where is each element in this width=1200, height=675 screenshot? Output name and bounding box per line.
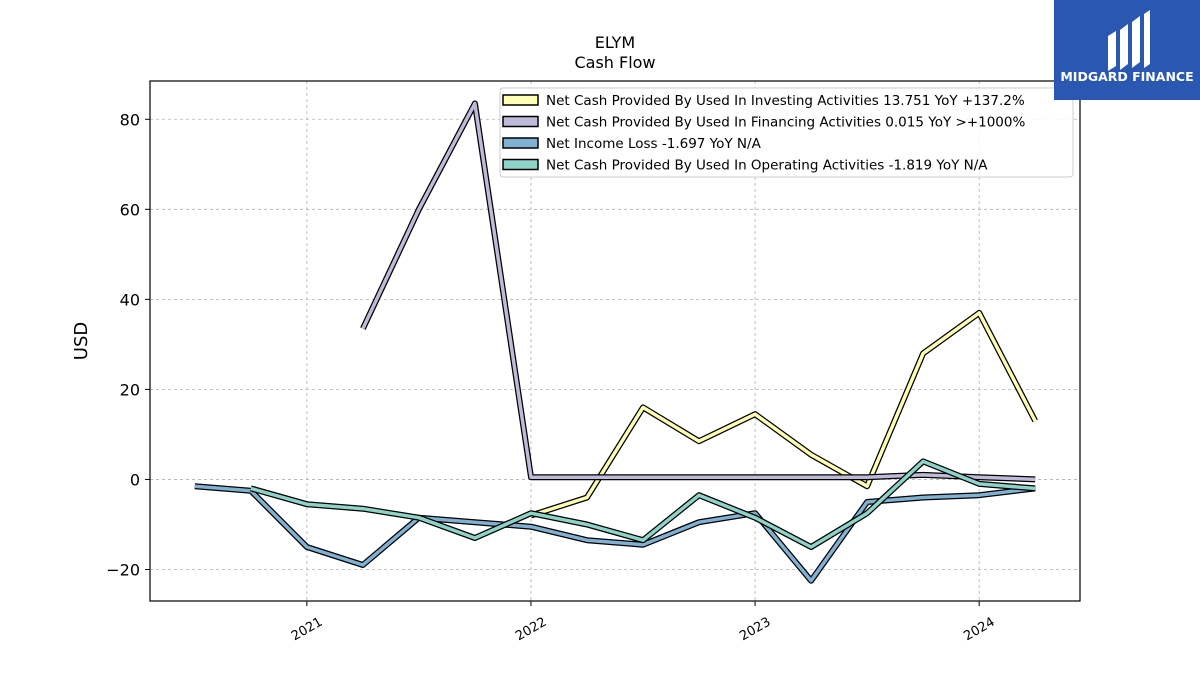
x-tick-label: 2022 [513,615,549,645]
series-line-outline [530,309,1038,519]
chart-subtitle: Cash Flow [574,53,655,72]
chart-title: ELYM [595,33,635,52]
y-axis-label: USD [71,322,92,360]
logo-wordmark: MIDGARD FINANCE [1060,69,1193,84]
y-tick-label: −20 [106,560,140,579]
legend-item: Net Cash Provided By Used In Financing A… [502,115,1025,131]
x-tick-label: 2021 [289,615,325,645]
series-line-fill [530,311,1037,518]
series-line-4 [249,458,1036,550]
y-tick-label: 20 [120,380,140,399]
legend: Net Cash Provided By Used In Investing A… [499,87,1074,178]
legend-label: Net Income Loss -1.697 YoY N/A [546,136,762,152]
series-line-fill [250,459,1036,549]
series-line-2 [360,100,1036,483]
brand-logo: MIDGARD FINANCE [1054,0,1200,100]
legend-swatch [502,115,539,128]
series-lines [194,100,1038,584]
y-axis-ticks: −20 0 20 40 60 80 [106,110,150,579]
y-tick-label: 0 [130,470,140,489]
y-tick-label: 40 [120,290,140,309]
x-tick-label: 2024 [961,615,997,645]
y-tick-label: 80 [120,110,140,129]
legend-label: Net Cash Provided By Used In Financing A… [546,115,1025,131]
legend-swatch [502,94,539,106]
legend-swatch [502,158,539,171]
legend-item: Net Income Loss -1.697 YoY N/A [502,136,762,152]
series-line-1 [530,309,1038,519]
legend-item: Net Cash Provided By Used In Investing A… [502,93,1025,109]
logo-mark-icon [1108,10,1150,71]
series-line-3 [194,483,1036,584]
series-line-fill [194,484,1036,583]
legend-label: Net Cash Provided By Used In Investing A… [546,93,1025,109]
series-line-fill [361,101,1036,482]
legend-box [499,87,1074,178]
plot-frame [149,80,1081,602]
legend-label: Net Cash Provided By Used In Operating A… [546,158,988,174]
x-axis-ticks: 2021 2022 2023 2024 [289,601,997,644]
legend-swatch [502,137,539,149]
x-tick-label: 2023 [737,615,773,645]
y-tick-label: 60 [120,200,140,219]
legend-item: Net Cash Provided By Used In Operating A… [502,158,988,174]
